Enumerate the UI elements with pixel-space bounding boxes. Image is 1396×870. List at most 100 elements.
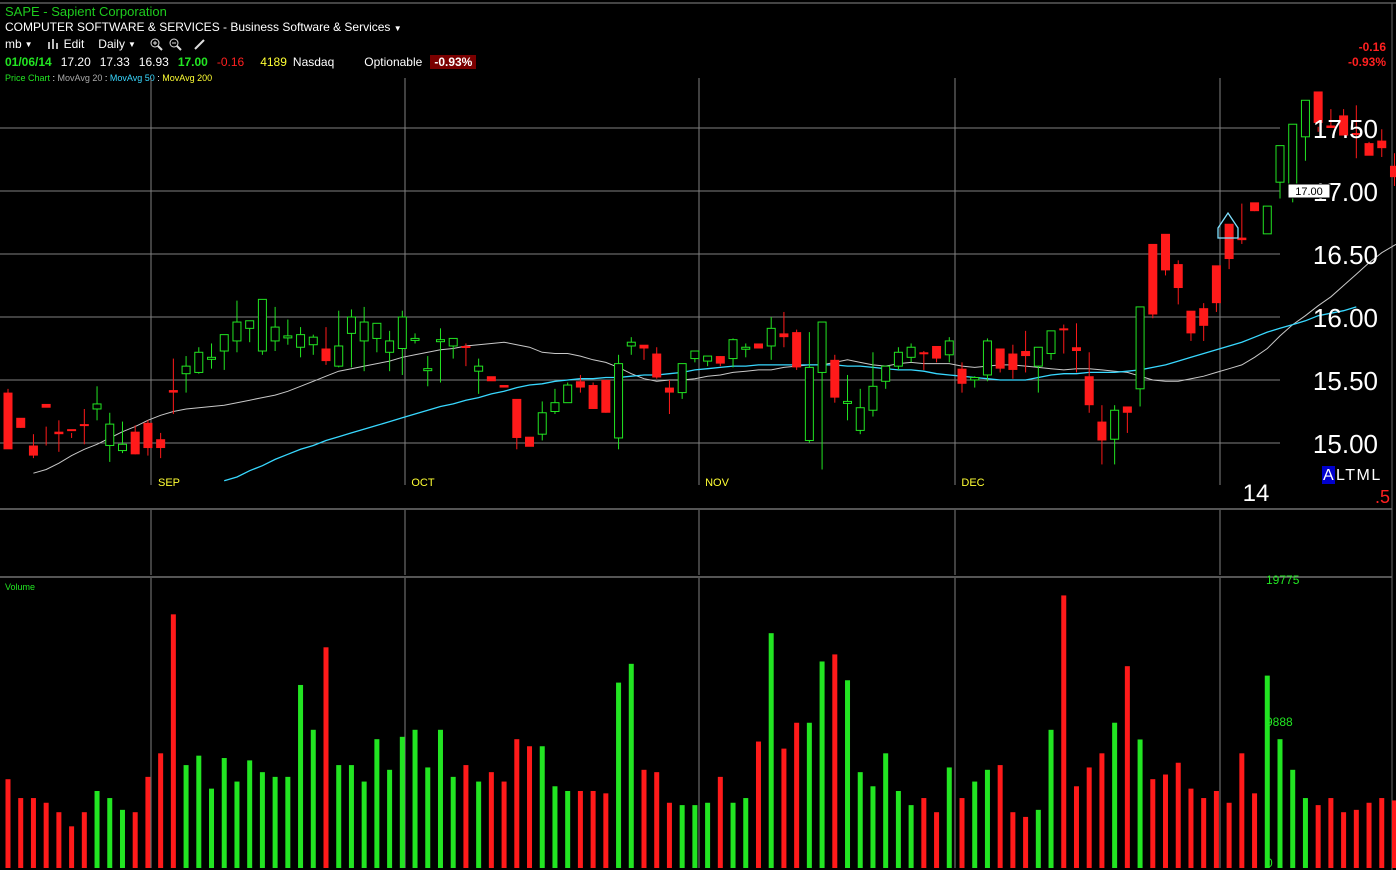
candle <box>817 321 827 470</box>
volume-bar <box>1328 798 1334 868</box>
period-dropdown[interactable]: Daily ▼ <box>98 37 136 51</box>
volume-bar <box>310 729 316 868</box>
candle-body <box>957 368 967 384</box>
volume-bar <box>259 772 265 868</box>
candle-body <box>804 366 814 441</box>
candle-body <box>741 346 751 350</box>
legend-ma50[interactable]: MovAvg 50 <box>109 73 155 83</box>
draw-tool-button[interactable] <box>194 38 206 50</box>
chevron-down-icon: ▼ <box>24 39 33 49</box>
candle-body <box>537 412 547 435</box>
candle <box>728 338 738 368</box>
candle-body <box>67 429 77 432</box>
candle <box>677 363 687 399</box>
candle-body <box>1071 347 1081 352</box>
candle-body <box>461 345 471 348</box>
volume-bar <box>832 654 838 868</box>
candle <box>474 358 484 394</box>
candle-body <box>1161 233 1171 271</box>
chart-labels: 17.50 17.00 16.50 16.00 15.50 15.00 SEP OCT NOV D… <box>5 114 1390 870</box>
candle <box>1326 109 1336 128</box>
candle <box>67 429 77 438</box>
candle <box>1161 233 1171 276</box>
candle <box>461 343 471 367</box>
candle-body <box>830 359 840 398</box>
quote-line: 01/06/14 17.20 17.33 16.93 17.00 -0.16 4… <box>5 55 477 69</box>
volume-bar <box>69 826 75 868</box>
industry-dropdown-icon[interactable]: ▼ <box>393 24 402 33</box>
candle <box>1224 223 1234 270</box>
candle-body <box>334 345 344 367</box>
candle-body <box>652 353 662 378</box>
edit-button[interactable]: Edit <box>47 37 84 51</box>
volume-bar <box>781 748 787 868</box>
candle <box>308 334 318 355</box>
indicator-legend: Price Chart : MovAvg 20 : MovAvg 50 : Mo… <box>5 73 213 83</box>
candle <box>970 376 980 388</box>
zoom-out-button[interactable] <box>169 38 182 51</box>
candle-body <box>385 340 395 353</box>
quote-low: 16.93 <box>138 55 169 69</box>
volume-bar <box>577 790 583 868</box>
candle-body <box>1173 264 1183 289</box>
menu-dropdown[interactable]: mb ▼ <box>5 37 33 51</box>
candle-body <box>474 365 484 372</box>
candle <box>982 338 992 382</box>
volume-bar <box>1213 790 1219 868</box>
candle <box>283 319 293 345</box>
legend-ma200[interactable]: MovAvg 200 <box>162 73 213 83</box>
candle <box>1097 405 1107 465</box>
pencil-icon <box>194 39 205 50</box>
candle-body <box>1084 376 1094 406</box>
volume-bar <box>679 805 685 868</box>
volume-bar <box>1048 729 1054 868</box>
candle <box>830 354 840 403</box>
candle-body <box>1097 421 1107 441</box>
candle-body <box>614 363 624 439</box>
candle-body <box>893 351 903 367</box>
zoom-in-button[interactable] <box>150 38 163 51</box>
candle <box>944 337 954 363</box>
candle <box>1300 99 1310 161</box>
menu-label: mb <box>5 37 22 51</box>
candle <box>766 317 776 360</box>
volume-bar <box>81 812 87 868</box>
volume-bar <box>603 793 609 868</box>
candle <box>232 300 242 353</box>
candle <box>1122 406 1132 433</box>
volume-bar <box>1137 739 1143 868</box>
zoom-in-icon <box>150 38 163 51</box>
candle-body <box>525 436 535 447</box>
volume-bar <box>1201 798 1207 868</box>
candle-body <box>270 326 280 342</box>
quote-close: 17.00 <box>177 55 208 69</box>
quote-date: 01/06/14 <box>5 55 52 69</box>
candle <box>1046 330 1056 360</box>
volume-bar <box>539 746 545 868</box>
candle-body <box>372 322 382 339</box>
volume-bar <box>921 798 927 868</box>
legend-ma20[interactable]: MovAvg 20 <box>57 73 103 83</box>
candle-body <box>1211 265 1221 304</box>
candle <box>296 327 306 358</box>
candle-body <box>982 340 992 376</box>
candle-body <box>1237 237 1247 241</box>
candle <box>181 356 191 393</box>
candle-body <box>792 332 802 368</box>
volume-bar <box>794 722 800 868</box>
candle-body <box>410 337 420 341</box>
volume-bar <box>1391 800 1396 868</box>
volume-bar <box>616 682 622 868</box>
small-red-label: .5 <box>1375 487 1390 507</box>
candle-body <box>1008 353 1018 370</box>
volume-bar <box>1099 753 1105 868</box>
candle-body <box>16 417 26 428</box>
ma20-line <box>33 243 1396 474</box>
industry-line[interactable]: COMPUTER SOFTWARE & SERVICES - Business … <box>5 20 402 34</box>
candle-body <box>207 356 217 360</box>
volume-bar <box>30 798 36 868</box>
legend-price-chart[interactable]: Price Chart <box>5 73 51 83</box>
candle <box>1364 141 1374 156</box>
